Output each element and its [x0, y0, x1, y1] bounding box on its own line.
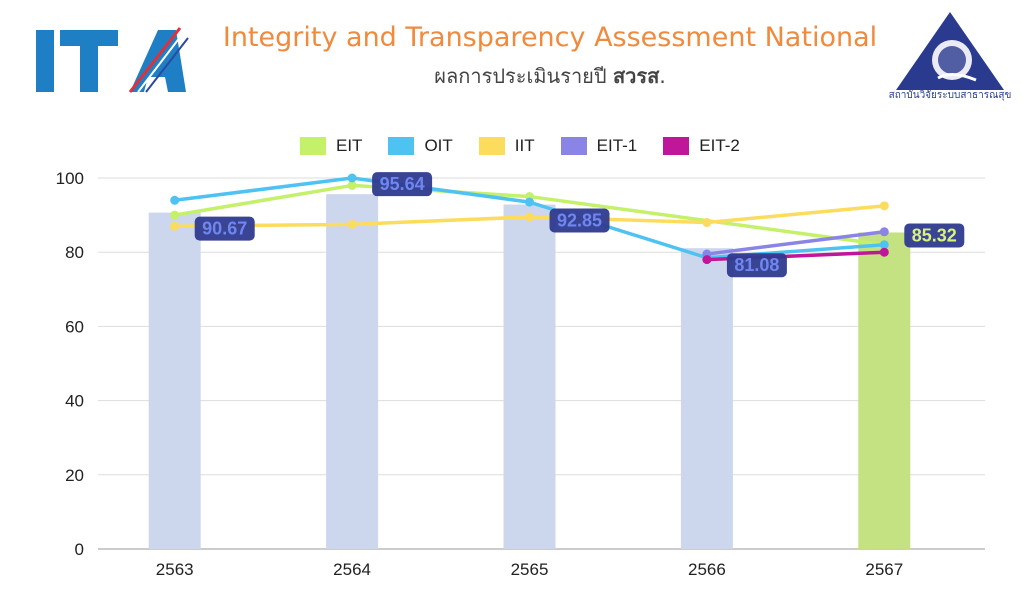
y-tick-label: 40	[65, 392, 84, 411]
series-point-eit	[170, 210, 180, 220]
series-point-oit	[879, 240, 889, 250]
series-point-iit	[347, 219, 357, 229]
legend-swatch	[388, 137, 415, 155]
legend-label: OIT	[424, 136, 453, 155]
chart-subtitle: ผลการประเมินรายปี สวรส.	[434, 64, 666, 88]
y-tick-label: 80	[65, 243, 84, 262]
x-tick-label: 2567	[865, 560, 903, 579]
series-point-iit	[170, 221, 180, 231]
chart-title: Integrity and Transparency Assessment Na…	[222, 22, 878, 53]
y-tick-label: 0	[75, 540, 84, 559]
series-point-oit	[170, 195, 180, 205]
series-point-iit	[879, 201, 889, 211]
legend-item-eit-1[interactable]: EIT-1	[560, 136, 638, 156]
data-label: 90.67	[202, 219, 247, 239]
legend-swatch	[300, 137, 326, 155]
x-tick-label: 2565	[511, 560, 549, 579]
series-point-eit-2	[702, 255, 712, 265]
chart-legend: EIT OIT IIT EIT-1 EIT-2	[300, 134, 740, 158]
series-point-iit	[525, 212, 534, 222]
legend-swatch	[560, 137, 587, 155]
series-line-eit-1	[706, 230, 885, 256]
legend-label: EIT-2	[699, 136, 740, 155]
ita-logo	[36, 27, 189, 93]
hsri-logo	[896, 12, 1004, 90]
data-label-bg	[726, 253, 787, 278]
x-tick-label: 2566	[688, 560, 726, 579]
series-point-oit	[525, 197, 534, 207]
y-tick-label: 60	[65, 317, 84, 336]
bar	[148, 212, 201, 549]
bar	[326, 194, 379, 549]
series-point-oit	[347, 173, 357, 183]
data-label-bg	[372, 172, 433, 197]
bar	[858, 232, 911, 549]
bar	[680, 248, 733, 549]
data-label: 81.08	[734, 255, 779, 275]
data-label: 85.32	[912, 225, 957, 245]
legend-label: IIT	[514, 136, 535, 155]
chart-plot: 0 20 40 60 80 100 2563 2564 2565 2566 2567 90.67 95.…	[56, 169, 985, 579]
legend-label: EIT	[336, 136, 363, 155]
data-label: 95.64	[380, 174, 425, 194]
legend-label: EIT-1	[596, 136, 638, 155]
legend-item-eit-2[interactable]: EIT-2	[663, 136, 740, 156]
y-tick-label: 20	[65, 466, 84, 485]
series-point-iit	[702, 218, 712, 228]
y-tick-label: 100	[56, 169, 84, 188]
legend-item-eit[interactable]: EIT	[300, 136, 362, 156]
series-point-eit	[347, 180, 357, 190]
legend-swatch	[478, 137, 505, 155]
header: Integrity and Transparency Assessment Na…	[0, 0, 1024, 110]
data-label-bg	[904, 223, 965, 248]
x-tick-label: 2564	[333, 560, 371, 579]
x-tick-label: 2563	[156, 560, 194, 579]
bar	[503, 204, 556, 549]
hsri-logo-text: สถาบันวิจัยระบบสาธารณสุข	[888, 90, 1012, 101]
data-label-bg	[194, 216, 255, 241]
legend-item-oit[interactable]: OIT	[388, 136, 453, 156]
data-label: 92.85	[557, 211, 602, 231]
legend-item-iit[interactable]: IIT	[478, 136, 535, 156]
data-label-bg	[549, 208, 610, 233]
legend-swatch	[663, 137, 690, 155]
series-point-eit-1	[879, 227, 889, 237]
series-point-eit-2	[879, 247, 889, 257]
